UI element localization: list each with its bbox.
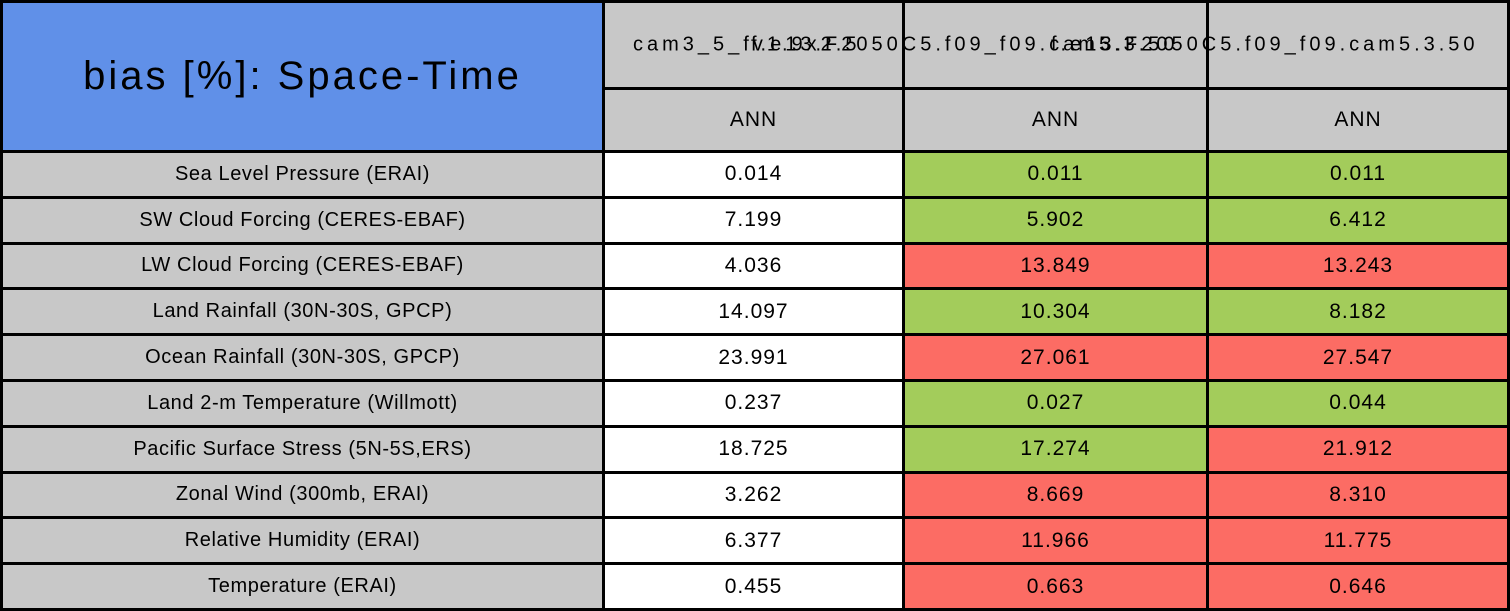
- value-cell: 8.669: [905, 473, 1206, 517]
- value-cell: 7.199: [605, 198, 902, 242]
- row-label: Zonal Wind (300mb, ERAI): [3, 473, 602, 517]
- value-cell: 0.455: [605, 565, 902, 608]
- value-cell: 0.663: [905, 565, 1206, 608]
- value-cell: 27.061: [905, 336, 1206, 379]
- value-cell: 13.243: [1209, 244, 1507, 288]
- value-cell: 0.237: [605, 381, 902, 425]
- case-header-cell-2: [905, 3, 1206, 87]
- value-cell: 14.097: [605, 290, 902, 334]
- value-cell: 11.966: [905, 519, 1206, 563]
- row-label: Land Rainfall (30N-30S, GPCP): [3, 290, 602, 334]
- season-cell-2: ANN: [905, 90, 1206, 150]
- value-cell: 0.011: [1209, 153, 1507, 196]
- value-cell: 6.377: [605, 519, 902, 563]
- value-cell: 17.274: [905, 427, 1206, 471]
- value-cell: 10.304: [905, 290, 1206, 334]
- value-cell: 0.044: [1209, 381, 1507, 425]
- value-cell: 0.027: [905, 381, 1206, 425]
- case-header-cell-3: [1209, 3, 1507, 87]
- season-cell-3: ANN: [1209, 90, 1507, 150]
- value-cell: 23.991: [605, 336, 902, 379]
- value-cell: 8.310: [1209, 473, 1507, 517]
- value-cell: 27.547: [1209, 336, 1507, 379]
- value-cell: 3.262: [605, 473, 902, 517]
- value-cell: 6.412: [1209, 198, 1507, 242]
- row-label: Relative Humidity (ERAI): [3, 519, 602, 563]
- value-cell: 18.725: [605, 427, 902, 471]
- value-cell: 4.036: [605, 244, 902, 288]
- row-label: Ocean Rainfall (30N-30S, GPCP): [3, 336, 602, 379]
- table-title: bias [%]: Space-Time: [3, 3, 602, 150]
- value-cell: 21.912: [1209, 427, 1507, 471]
- value-cell: 11.775: [1209, 519, 1507, 563]
- value-cell: 8.182: [1209, 290, 1507, 334]
- row-label: Sea Level Pressure (ERAI): [3, 153, 602, 196]
- row-label: Temperature (ERAI): [3, 565, 602, 608]
- case-header-cell-1: [605, 3, 902, 87]
- row-label: Pacific Surface Stress (5N-5S,ERS): [3, 427, 602, 471]
- value-cell: 0.011: [905, 153, 1206, 196]
- value-cell: 5.902: [905, 198, 1206, 242]
- value-cell: 0.646: [1209, 565, 1507, 608]
- row-label: Land 2-m Temperature (Willmott): [3, 381, 602, 425]
- season-cell-1: ANN: [605, 90, 902, 150]
- value-cell: 0.014: [605, 153, 902, 196]
- row-label: LW Cloud Forcing (CERES-EBAF): [3, 244, 602, 288]
- row-label: SW Cloud Forcing (CERES-EBAF): [3, 198, 602, 242]
- value-cell: 13.849: [905, 244, 1206, 288]
